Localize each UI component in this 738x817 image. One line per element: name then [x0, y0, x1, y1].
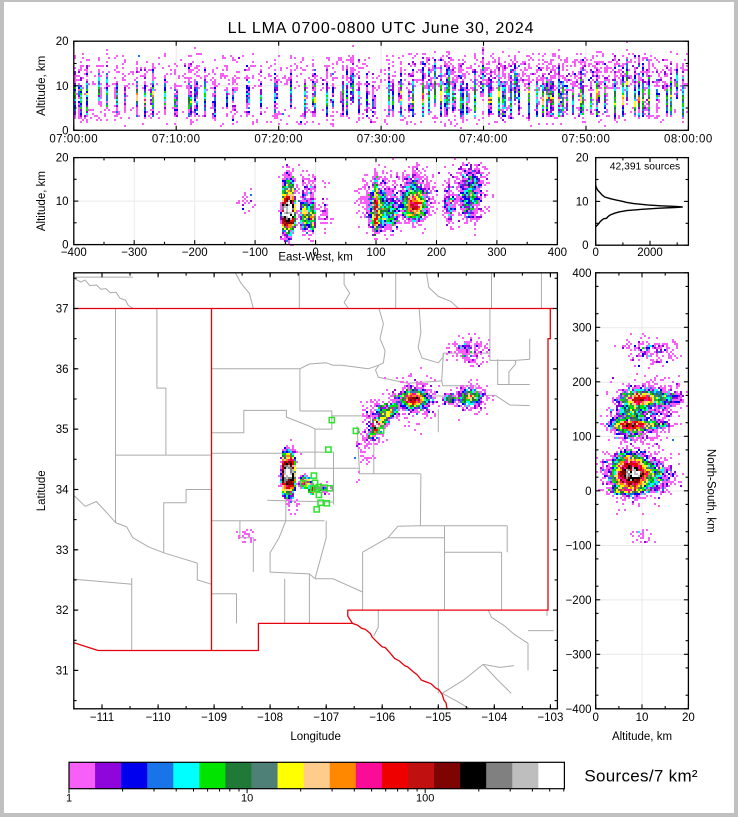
svg-text:LL LMA 0700-0800 UTC June 30,: LL LMA 0700-0800 UTC June 30, 2024: [228, 20, 535, 37]
svg-text:2000: 2000: [637, 247, 663, 259]
svg-text:08:00:00: 08:00:00: [664, 133, 713, 145]
svg-text:200: 200: [572, 377, 591, 389]
svg-text:Altitude, km: Altitude, km: [36, 171, 48, 231]
svg-text:Sources/7 km²: Sources/7 km²: [584, 767, 698, 786]
svg-text:20: 20: [576, 153, 589, 165]
svg-text:−100: −100: [242, 247, 268, 259]
svg-text:34: 34: [56, 485, 69, 497]
svg-text:10: 10: [636, 712, 649, 724]
svg-text:10: 10: [56, 196, 69, 208]
svg-text:10: 10: [241, 792, 253, 804]
svg-text:07:30:00: 07:30:00: [357, 133, 406, 145]
svg-text:20: 20: [56, 36, 69, 48]
svg-text:0: 0: [312, 247, 318, 259]
svg-text:20: 20: [682, 712, 695, 724]
svg-text:100: 100: [416, 792, 434, 804]
svg-text:300: 300: [487, 247, 506, 259]
svg-text:−110: −110: [146, 712, 171, 724]
svg-text:200: 200: [427, 247, 446, 259]
svg-text:−104: −104: [481, 712, 508, 724]
svg-text:37: 37: [56, 304, 69, 316]
svg-text:10: 10: [56, 81, 69, 93]
svg-text:32: 32: [56, 605, 69, 617]
svg-text:0: 0: [592, 247, 598, 259]
svg-text:42,391 sources: 42,391 sources: [610, 161, 680, 172]
svg-text:−400: −400: [61, 247, 87, 259]
svg-text:36: 36: [56, 364, 69, 376]
svg-text:0: 0: [62, 240, 68, 252]
svg-text:0: 0: [582, 240, 588, 252]
svg-text:100: 100: [572, 431, 591, 443]
svg-text:0: 0: [585, 486, 591, 498]
svg-text:−200: −200: [566, 595, 592, 607]
svg-text:1: 1: [66, 792, 72, 804]
svg-text:Altitude, km: Altitude, km: [36, 56, 48, 116]
svg-text:07:10:00: 07:10:00: [152, 133, 201, 145]
svg-text:0: 0: [592, 712, 598, 724]
svg-text:−111: −111: [90, 712, 114, 724]
svg-text:300: 300: [572, 322, 591, 334]
svg-text:East-West, km: East-West, km: [278, 252, 353, 264]
svg-text:0: 0: [62, 125, 68, 137]
svg-text:07:40:00: 07:40:00: [459, 133, 508, 145]
svg-text:−105: −105: [425, 712, 451, 724]
svg-text:33: 33: [56, 545, 69, 557]
svg-text:−106: −106: [369, 712, 395, 724]
svg-text:07:20:00: 07:20:00: [254, 133, 303, 145]
svg-text:−300: −300: [121, 247, 147, 259]
svg-text:−107: −107: [313, 712, 339, 724]
svg-text:−200: −200: [182, 247, 208, 259]
svg-text:100: 100: [366, 247, 385, 259]
svg-text:−300: −300: [566, 649, 592, 661]
svg-text:Latitude: Latitude: [36, 470, 48, 511]
svg-text:31: 31: [56, 665, 69, 677]
svg-text:07:50:00: 07:50:00: [562, 133, 611, 145]
svg-text:Longitude: Longitude: [290, 731, 341, 743]
svg-text:07:00:00: 07:00:00: [49, 133, 98, 145]
svg-text:400: 400: [572, 268, 591, 280]
svg-text:35: 35: [56, 424, 69, 436]
svg-text:400: 400: [548, 247, 567, 259]
svg-text:20: 20: [56, 153, 69, 165]
svg-text:Altitude, km: Altitude, km: [612, 731, 672, 743]
svg-text:−109: −109: [201, 712, 227, 724]
svg-text:−108: −108: [257, 712, 283, 724]
svg-text:10: 10: [576, 196, 589, 208]
svg-text:−103: −103: [537, 712, 563, 724]
svg-text:−100: −100: [566, 540, 592, 552]
svg-text:−400: −400: [566, 704, 592, 716]
svg-text:North-South, km: North-South, km: [705, 449, 717, 533]
